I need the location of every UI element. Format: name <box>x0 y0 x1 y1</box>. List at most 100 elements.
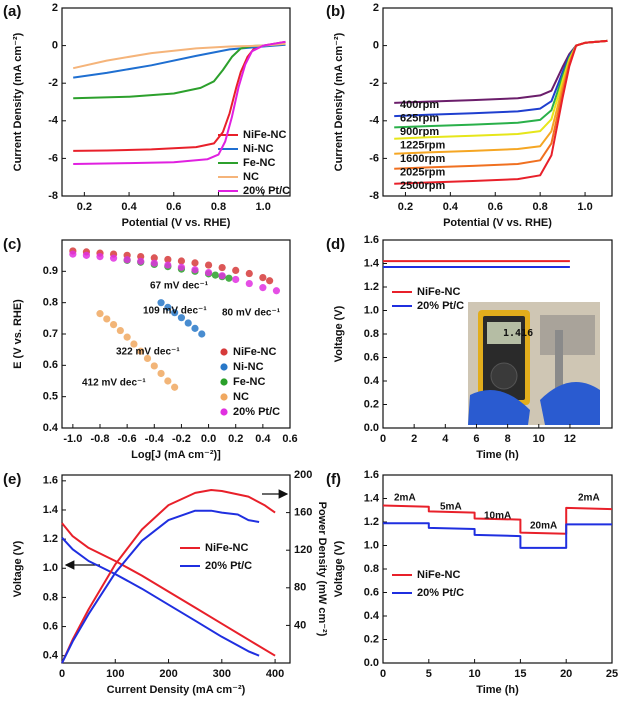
x-tick-label: 6 <box>473 433 479 445</box>
x-tick-label: 0 <box>380 668 386 680</box>
annotation: 80 mV dec⁻¹ <box>222 308 281 319</box>
y-tick-label: -8 <box>369 190 379 202</box>
legend-label: NC <box>233 391 249 403</box>
annotation: 2mA <box>578 493 600 504</box>
y-tick-label: 0.4 <box>43 422 59 434</box>
data-point <box>157 299 165 307</box>
x-tick-label: 25 <box>606 668 618 680</box>
data-point <box>218 272 226 280</box>
panel-label: (c) <box>3 236 21 253</box>
data-line <box>73 40 286 165</box>
legend-label: 1225rpm <box>400 139 445 151</box>
x-tick-label: 10 <box>468 668 480 680</box>
x-tick-label: 2 <box>411 433 417 445</box>
data-line <box>61 537 260 657</box>
x-tick-label: -0.4 <box>145 433 165 445</box>
data-line <box>61 489 276 664</box>
y-tick-label: 0.8 <box>364 563 379 575</box>
legend-label: 625rpm <box>400 112 439 124</box>
x-tick-label: 0.0 <box>201 433 216 445</box>
data-point <box>184 319 192 327</box>
y2-axis-label: Power Density (mW cm⁻²) <box>316 502 328 637</box>
data-point <box>232 275 240 284</box>
data-point <box>191 266 199 274</box>
data-point <box>164 377 172 385</box>
legend-swatch <box>220 408 228 416</box>
data-point <box>218 263 226 272</box>
y-tick-label: 1.6 <box>43 475 58 487</box>
y2-tick-label: 40 <box>294 619 306 631</box>
y-axis-label: Current Density (mA cm⁻²) <box>333 32 345 171</box>
y-tick-label: 0.8 <box>364 328 379 340</box>
data-point <box>123 333 131 341</box>
x-tick-label: 12 <box>564 433 576 445</box>
x-tick-label: 15 <box>514 668 526 680</box>
legend-swatch <box>220 393 228 401</box>
y-tick-label: 1.0 <box>364 539 379 551</box>
y2-tick-label: 200 <box>294 469 312 481</box>
x-tick-label: 0 <box>59 668 65 680</box>
x-tick-label: -0.6 <box>118 433 137 445</box>
x-axis-label: Time (h) <box>476 449 519 461</box>
y-tick-label: 0.4 <box>364 610 380 622</box>
data-line <box>61 522 276 657</box>
x-tick-label: 300 <box>213 668 231 680</box>
y-tick-label: 0.8 <box>43 591 58 603</box>
y2-tick-label: 80 <box>294 582 306 594</box>
y-tick-label: 0.8 <box>43 297 58 309</box>
y-tick-label: 1.6 <box>364 234 379 246</box>
legend-label: Ni-NC <box>233 361 264 373</box>
x-tick-label: 0.4 <box>443 201 459 213</box>
data-point <box>259 284 267 292</box>
panel-label: (a) <box>3 3 21 20</box>
x-tick-label: 0.6 <box>166 201 181 213</box>
x-tick-label: 10 <box>533 433 545 445</box>
x-tick-label: 0.8 <box>533 201 548 213</box>
y-tick-label: 0.9 <box>43 265 58 277</box>
data-point <box>69 250 77 258</box>
panel-label: (d) <box>326 236 345 253</box>
data-point <box>171 383 179 391</box>
data-point <box>157 369 165 378</box>
y-axis-label: Voltage (V) <box>333 540 345 597</box>
y-tick-label: 0.0 <box>364 422 379 434</box>
y-tick-label: -4 <box>48 115 59 127</box>
legend-label: 900rpm <box>400 126 439 138</box>
y-tick-label: 0.2 <box>364 633 379 645</box>
data-point <box>171 309 179 317</box>
x-axis-label: Time (h) <box>476 684 519 696</box>
data-point <box>123 256 131 264</box>
data-point <box>259 274 267 282</box>
x-tick-label: -1.0 <box>63 433 82 445</box>
data-point <box>191 259 199 267</box>
y-tick-label: 0.6 <box>364 586 379 598</box>
x-tick-label: 0.2 <box>228 433 243 445</box>
y-tick-label: 0 <box>52 40 58 52</box>
y-tick-label: -6 <box>369 152 379 164</box>
y2-tick-label: 160 <box>294 507 312 519</box>
data-point <box>82 251 91 259</box>
data-point <box>272 287 281 295</box>
y-axis-label: Voltage (V) <box>12 540 24 597</box>
y-tick-label: 1.0 <box>364 304 379 316</box>
data-point <box>109 321 118 329</box>
x-tick-label: 0.6 <box>488 201 503 213</box>
data-point <box>191 324 199 332</box>
data-point <box>204 261 213 269</box>
legend-label: 1600rpm <box>400 153 445 165</box>
y-tick-label: 0.7 <box>43 328 58 340</box>
legend-label: NiFe-NC <box>417 286 460 298</box>
y-tick-label: 2 <box>52 2 58 14</box>
data-line <box>394 39 608 185</box>
y-tick-label: 0.4 <box>43 650 59 662</box>
legend-label: 20% Pt/C <box>205 560 252 572</box>
y-tick-label: -2 <box>369 77 379 89</box>
data-point <box>164 255 172 264</box>
data-point <box>143 354 152 363</box>
annotation: 10mA <box>484 511 511 522</box>
legend-label: Ni-NC <box>243 143 274 155</box>
legend-label: Fe-NC <box>243 157 275 169</box>
data-point <box>103 315 111 323</box>
data-point <box>96 253 104 261</box>
